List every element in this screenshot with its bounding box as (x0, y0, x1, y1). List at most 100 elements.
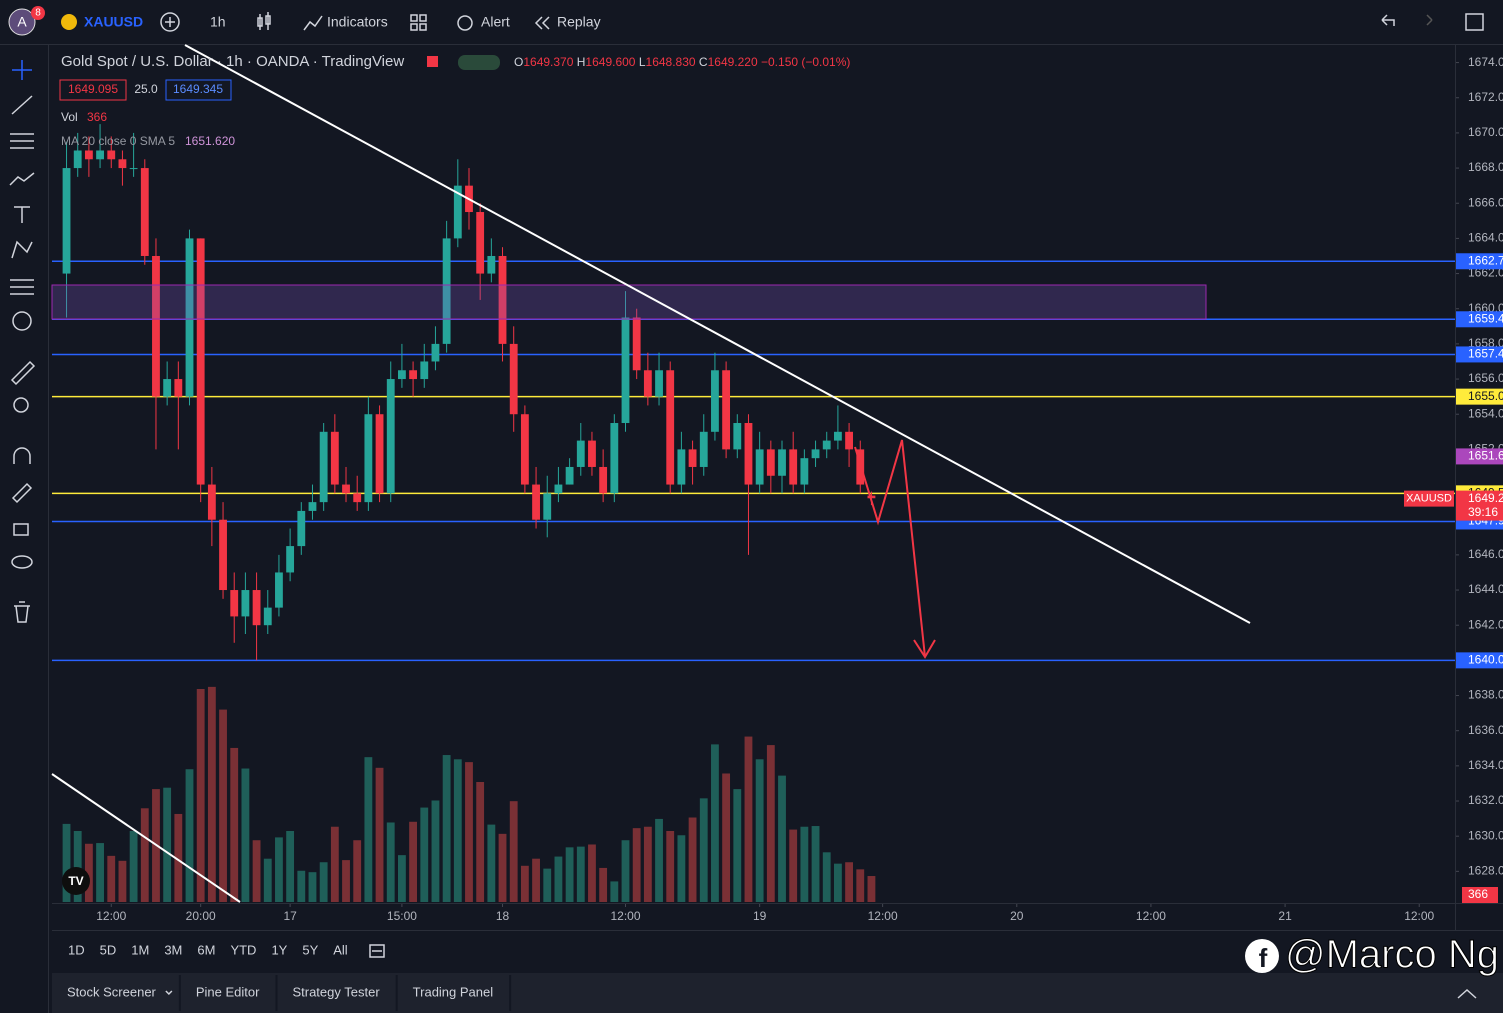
zoom-tool[interactable] (13, 397, 29, 413)
fib-tool[interactable] (10, 133, 34, 149)
layouts[interactable] (410, 14, 427, 31)
range-button[interactable]: 6M (197, 942, 215, 957)
replay[interactable]: Replay (557, 14, 601, 30)
crosshair-tool[interactable] (12, 60, 32, 80)
candle-body (196, 238, 205, 485)
level-tag-bg (1456, 253, 1503, 270)
y-tick-label: 1642.0 (1468, 617, 1503, 631)
volume-bar (699, 798, 708, 902)
volume-bar (453, 759, 462, 902)
volume-bar (62, 823, 71, 902)
chart-type[interactable] (257, 12, 271, 30)
volume-bar (330, 826, 339, 902)
volume-bar (588, 844, 596, 902)
candle-body (308, 502, 317, 511)
shapes-tool[interactable] (10, 279, 34, 295)
candle-body (409, 370, 418, 380)
candle-body (565, 466, 574, 485)
symbol-tag-bg (1404, 490, 1454, 507)
volume-bar (465, 762, 473, 902)
candle-body (96, 150, 104, 160)
bottom-tab[interactable]: Strategy Tester (292, 984, 380, 999)
market-toggle[interactable] (458, 55, 500, 70)
volume-bar (107, 855, 116, 902)
vol-label: Vol (61, 110, 78, 124)
trendline-tool[interactable] (11, 95, 33, 115)
range-button[interactable]: 5D (100, 942, 117, 957)
flag[interactable] (427, 56, 438, 67)
x-tick-label: 12:00 (96, 909, 126, 923)
trendline (51, 773, 241, 903)
interval[interactable]: 1h (210, 14, 226, 30)
y-tick-label: 1646.0 (1468, 547, 1503, 561)
volume-bar (140, 808, 149, 902)
y-tick-label: 1664.0 (1468, 231, 1503, 245)
delete-tool[interactable] (14, 601, 30, 623)
candle-body (811, 449, 820, 459)
text-tool[interactable] (14, 206, 30, 223)
symbol[interactable]: XAUUSD (84, 14, 143, 30)
candle-body (588, 440, 596, 467)
supply-zone (51, 284, 1207, 320)
candle-body (778, 449, 786, 476)
sell-price: 1649.095 (68, 82, 118, 96)
volume-tag-bg (1462, 887, 1498, 903)
add-symbol[interactable] (160, 12, 180, 32)
candle-body (867, 495, 876, 499)
candle-body (431, 343, 440, 362)
y-tick-label: 1672.0 (1468, 90, 1503, 104)
volume-bar (207, 686, 216, 902)
range-button[interactable]: 1M (131, 942, 149, 957)
volume-bar (386, 822, 395, 902)
volume-bar (308, 872, 317, 902)
bottom-tab[interactable]: Stock Screener (67, 984, 157, 999)
hide-tool[interactable] (11, 555, 33, 569)
volume-bar (73, 831, 82, 902)
candle-body (107, 150, 116, 160)
bottom-tab[interactable]: Pine Editor (196, 984, 260, 999)
volume-bar (576, 846, 585, 902)
candle-body (755, 449, 764, 485)
candle-body (375, 414, 384, 494)
range-button[interactable]: 1Y (271, 942, 287, 957)
volume-bar (364, 757, 373, 902)
tv-logo[interactable] (62, 867, 90, 895)
volume-bar (677, 835, 686, 902)
undo[interactable] (1381, 14, 1395, 26)
range-button[interactable]: YTD (230, 942, 256, 957)
volume-bar (420, 807, 429, 902)
x-tick-label: 12:00 (1136, 909, 1166, 923)
ma-tag-bg (1456, 448, 1503, 465)
redo[interactable] (1426, 14, 1433, 26)
magnet-tool[interactable] (13, 447, 31, 464)
badge (31, 6, 45, 20)
indicators[interactable]: Indicators (327, 14, 388, 30)
fullscreen[interactable] (1465, 13, 1484, 31)
candle-body (118, 159, 127, 169)
goto-date[interactable] (369, 944, 385, 958)
pattern-tool[interactable] (9, 172, 35, 186)
icons-tool[interactable] (12, 311, 32, 331)
x-tick-label: 17 (283, 909, 297, 923)
bottom-tabs: Stock Screener Pine Editor Strategy Tester… (67, 975, 512, 1011)
avatar[interactable] (8, 8, 36, 36)
forecast-tool[interactable] (11, 240, 33, 259)
sell-box[interactable] (59, 79, 127, 101)
ruler-tool[interactable] (10, 360, 36, 386)
top-bar (0, 0, 1503, 44)
collapse-panel[interactable] (1457, 988, 1477, 999)
volume-bar (744, 736, 753, 902)
range-button[interactable]: 1D (68, 942, 85, 957)
candle-body (353, 493, 362, 503)
range-button[interactable]: All (333, 942, 348, 957)
range-button[interactable]: 3M (164, 942, 182, 957)
range-button[interactable]: 5Y (302, 942, 318, 957)
buy-box[interactable] (165, 79, 232, 101)
draw-mode[interactable] (11, 482, 33, 504)
bottom-tab[interactable]: Trading Panel (413, 984, 494, 999)
ohlc-key: C (699, 55, 708, 69)
lock-tool[interactable] (13, 523, 29, 536)
candle-body (319, 431, 328, 503)
alert[interactable]: Alert (481, 14, 510, 30)
